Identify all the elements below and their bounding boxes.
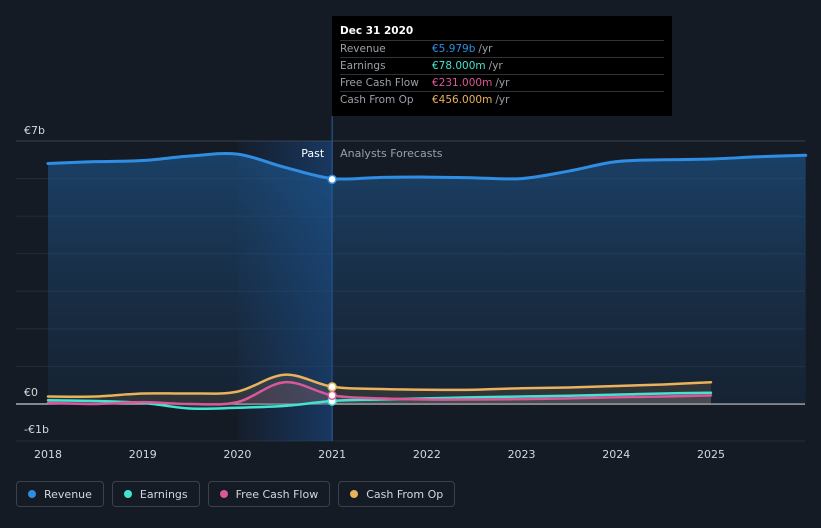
x-tick-label: 2020 [223,448,251,461]
legend-dot-icon [350,490,359,498]
tooltip: Dec 31 2020 Revenue €5.979b /yr Earnings… [332,16,672,116]
area-revenue [48,153,806,404]
tooltip-date: Dec 31 2020 [340,25,414,37]
legend-label: Free Cash Flow [235,487,319,501]
tooltip-label: Revenue [340,43,386,55]
tooltip-row-cash-from-op: Cash From Op €456.000m /yr [340,91,664,108]
line-free-cash-flow [46,380,713,406]
x-tick-label: 2021 [318,448,346,461]
legend-item-free-cash-flow[interactable]: Free Cash Flow [207,481,331,507]
x-tick-label: 2023 [508,448,536,461]
legend: Revenue Earnings Free Cash Flow Cash Fro… [16,481,456,507]
x-tick-label: 2022 [413,448,441,461]
legend-label: Earnings [139,487,188,501]
tooltip-unit: /yr [488,60,503,72]
x-tick-label: 2025 [697,448,725,461]
x-tick-label: 2018 [34,448,62,461]
tooltip-value: €231.000m [432,77,493,89]
tooltip-row-free-cash-flow: Free Cash Flow €231.000m /yr [340,74,664,91]
legend-dot-icon [219,490,228,498]
legend-dot-icon [28,490,36,498]
past-label: Past [301,147,325,160]
tooltip-value: €78.000m [432,60,486,72]
forecast-label: Analysts Forecasts [340,147,443,160]
tooltip-row-revenue: Revenue €5.979b /yr [340,40,664,57]
point-revenue [327,174,337,185]
legend-dot-icon [123,490,132,498]
x-tick-label: 2024 [602,448,630,461]
y-tick-label: €7b [24,124,45,137]
line-cash-from-op [46,373,713,398]
legend-label: Cash From Op [366,487,444,501]
legend-item-revenue[interactable]: Revenue [16,481,104,507]
tooltip-value: €5.979b [432,43,476,55]
tooltip-label: Free Cash Flow [340,77,419,89]
y-tick-label: €0 [24,386,38,399]
line-revenue [46,152,808,181]
y-tick-label: -€1b [24,423,49,436]
point-cash-from-op [327,382,337,392]
legend-item-earnings[interactable]: Earnings [111,481,200,507]
tooltip-label: Earnings [340,60,386,72]
tooltip-unit: /yr [478,43,493,55]
tooltip-label: Cash From Op [340,94,414,106]
tooltip-row-earnings: Earnings €78.000m /yr [340,57,664,74]
tooltip-unit: /yr [495,94,510,106]
tooltip-value: €456.000m [432,94,493,106]
point-free-cash-flow [327,390,337,401]
legend-label: Revenue [44,487,92,501]
x-tick-label: 2019 [129,448,157,461]
tooltip-unit: /yr [495,77,510,89]
legend-item-cash-from-op[interactable]: Cash From Op [338,481,456,507]
